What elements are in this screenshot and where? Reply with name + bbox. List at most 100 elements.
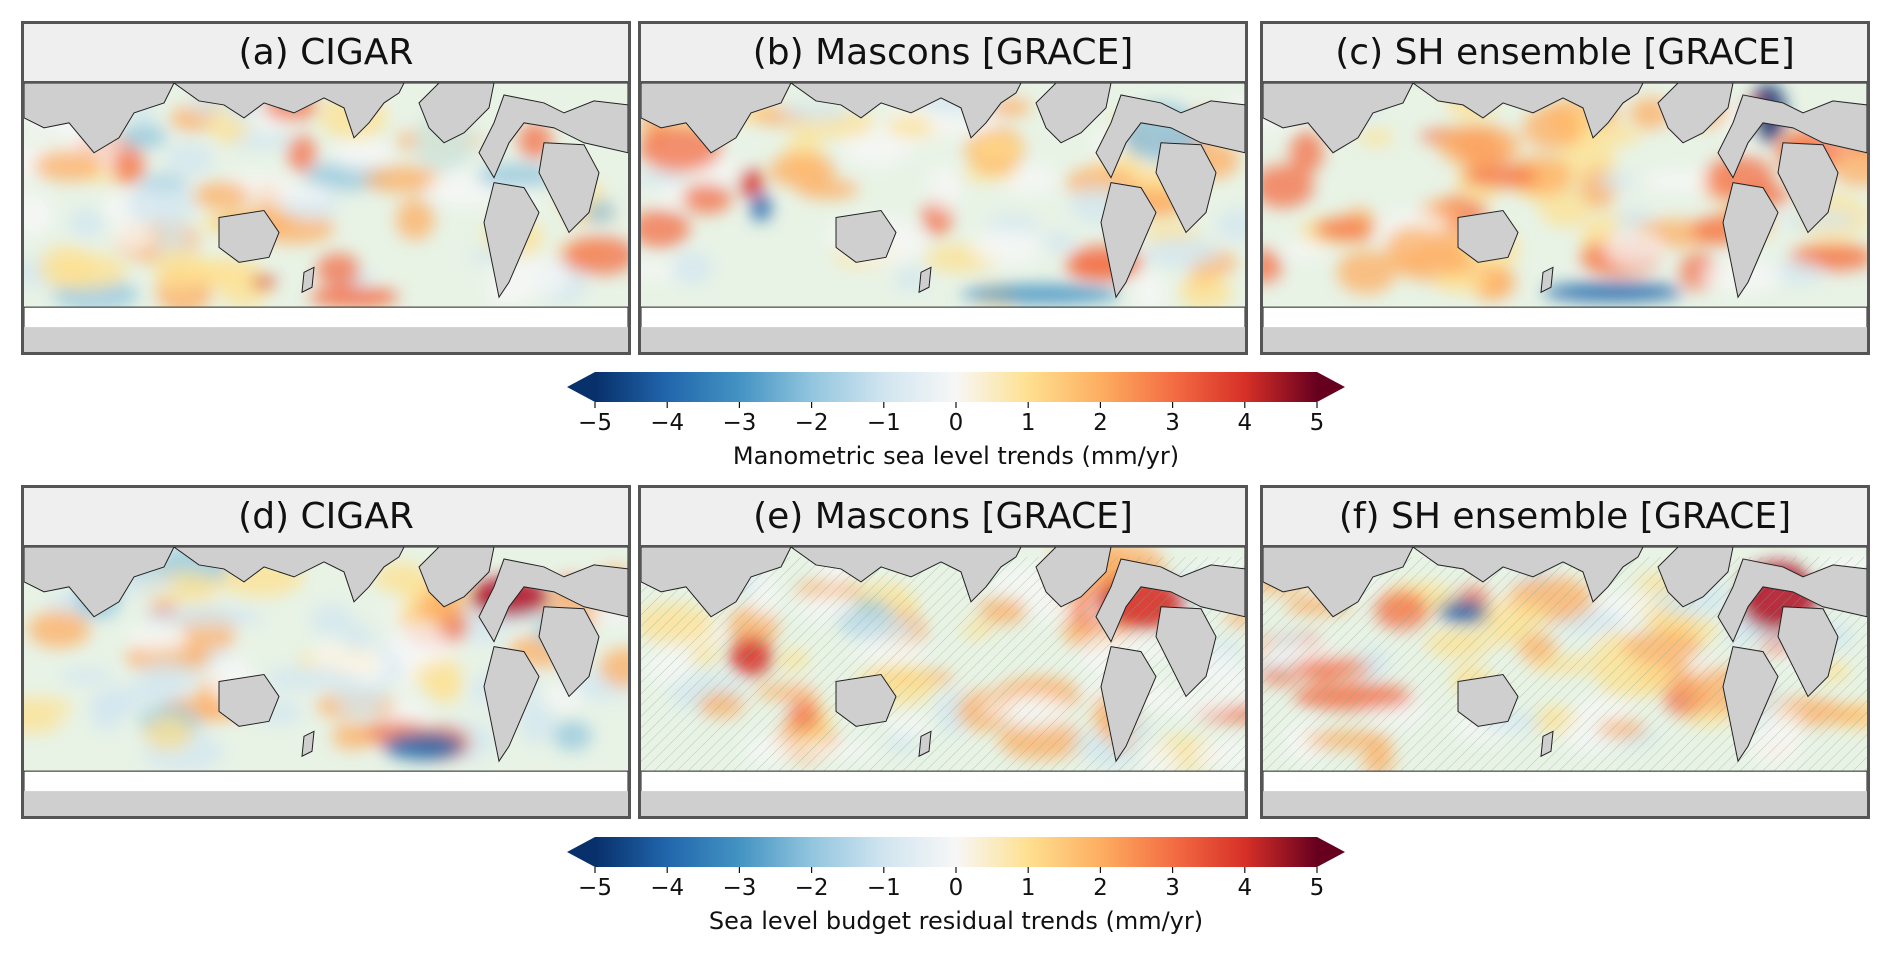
colorbar-max-extend: [1317, 837, 1345, 867]
panel-d-map: [24, 547, 628, 816]
continent: [1100, 646, 1157, 763]
colorbar-tick-label: 1: [1021, 875, 1036, 901]
colorbar-top: −5 −4 −3 −2 −1 0 1 2 3 4 5 Manometric sea level tr…: [565, 368, 1347, 478]
continent: [483, 182, 540, 299]
colorbar-tick-label: 2: [1093, 875, 1108, 901]
continent: [218, 209, 280, 263]
continent: [301, 730, 315, 758]
colorbar-min-extend: [567, 372, 595, 402]
continent: [790, 547, 1022, 603]
colorbar-tick-label: 2: [1093, 410, 1108, 436]
continent: [1457, 209, 1519, 263]
colorbar-tick-label: −5: [578, 410, 612, 436]
continent: [24, 83, 175, 154]
colorbar-tick-label: −1: [867, 875, 901, 901]
continent: [1263, 547, 1414, 618]
panel-e-title: (e) Mascons [GRACE]: [641, 488, 1245, 547]
colorbar-tick-label: 3: [1165, 410, 1180, 436]
panel-c-map-svg: [1263, 83, 1867, 352]
continent: [24, 547, 175, 618]
colorbar-min-extend: [567, 837, 595, 867]
colorbar-tick-label: −3: [722, 410, 756, 436]
continent: [641, 83, 1245, 179]
panel-e-map-svg: [641, 547, 1245, 816]
continent: [1263, 83, 1414, 154]
continent: [1457, 673, 1519, 727]
panel-b: (b) Mascons [GRACE]: [638, 21, 1248, 355]
colorbar-gradient: [595, 837, 1317, 867]
continent: [1035, 547, 1112, 608]
colorbar-tick-label: −2: [795, 875, 829, 901]
colorbar-tick-label: 5: [1310, 410, 1325, 436]
continent: [173, 547, 405, 603]
continent: [218, 673, 280, 727]
panel-b-title: (b) Mascons [GRACE]: [641, 24, 1245, 83]
panel-f-title: (f) SH ensemble [GRACE]: [1263, 488, 1867, 547]
continent: [641, 547, 1245, 643]
continent: [1155, 142, 1217, 234]
panel-f-map: [1263, 547, 1867, 816]
colorbar-tick-label: −4: [650, 875, 684, 901]
continent: [835, 673, 897, 727]
colorbar-tick-label: −1: [867, 410, 901, 436]
antarctica: [24, 327, 628, 352]
continent: [918, 266, 932, 294]
panel-a-map: [24, 83, 628, 352]
colorbar-tick-label: 0: [949, 875, 964, 901]
antarctica: [641, 327, 1245, 352]
colorbar-bottom-scale: −5 −4 −3 −2 −1 0 1 2 3 4 5: [567, 837, 1345, 901]
continent: [483, 646, 540, 763]
continent: [538, 606, 600, 698]
colorbar-tick-label: −5: [578, 875, 612, 901]
antarctica: [1263, 791, 1867, 816]
panel-f: (f) SH ensemble [GRACE]: [1260, 485, 1870, 819]
continent: [173, 83, 405, 139]
colorbar-gradient: [595, 372, 1317, 402]
panel-b-map-svg: [641, 83, 1245, 352]
panel-a-title: (a) CIGAR: [24, 24, 628, 83]
antarctica: [1263, 327, 1867, 352]
continent: [1155, 606, 1217, 698]
panel-e: (e) Mascons [GRACE]: [638, 485, 1248, 819]
continent: [418, 83, 495, 144]
continent: [1035, 83, 1112, 144]
continent: [1657, 547, 1734, 608]
colorbar-bottom-label: Sea level budget residual trends (mm/yr): [708, 907, 1204, 935]
continent: [1777, 142, 1839, 234]
panel-e-map: [641, 547, 1245, 816]
colorbar-tick-label: −2: [795, 410, 829, 436]
continent: [1263, 547, 1867, 643]
panel-a: (a) CIGAR: [21, 21, 631, 355]
colorbar-tick-label: 4: [1237, 875, 1252, 901]
panel-c-title: (c) SH ensemble [GRACE]: [1263, 24, 1867, 83]
continent: [24, 83, 628, 179]
continent: [835, 209, 897, 263]
continent: [918, 730, 932, 758]
continent: [1777, 606, 1839, 698]
colorbar-top-label: Manometric sea level trends (mm/yr): [732, 442, 1180, 470]
colorbar-tick-label: −3: [722, 875, 756, 901]
panel-a-map-svg: [24, 83, 628, 352]
colorbar-tick-label: 5: [1310, 875, 1325, 901]
continent: [790, 83, 1022, 139]
colorbar-tick-label: 0: [949, 410, 964, 436]
antarctica: [24, 791, 628, 816]
panel-f-map-svg: [1263, 547, 1867, 816]
colorbar-tick-label: 4: [1237, 410, 1252, 436]
continent: [1540, 266, 1554, 294]
colorbar-tick-label: 3: [1165, 875, 1180, 901]
continent: [1657, 83, 1734, 144]
colorbar-top-scale: −5 −4 −3 −2 −1 0 1 2 3 4 5: [567, 372, 1345, 436]
continent: [1722, 646, 1779, 763]
colorbar-bottom: −5 −4 −3 −2 −1 0 1 2 3 4 5 Sea level budget residu…: [565, 833, 1347, 943]
continent: [1412, 83, 1644, 139]
panel-d: (d) CIGAR: [21, 485, 631, 819]
colorbar-tick-label: 1: [1021, 410, 1036, 436]
continent: [1540, 730, 1554, 758]
panel-c: (c) SH ensemble [GRACE]: [1260, 21, 1870, 355]
colorbar-tick-label: −4: [650, 410, 684, 436]
continent: [1722, 182, 1779, 299]
continent: [641, 547, 792, 618]
panel-d-title: (d) CIGAR: [24, 488, 628, 547]
continent: [301, 266, 315, 294]
